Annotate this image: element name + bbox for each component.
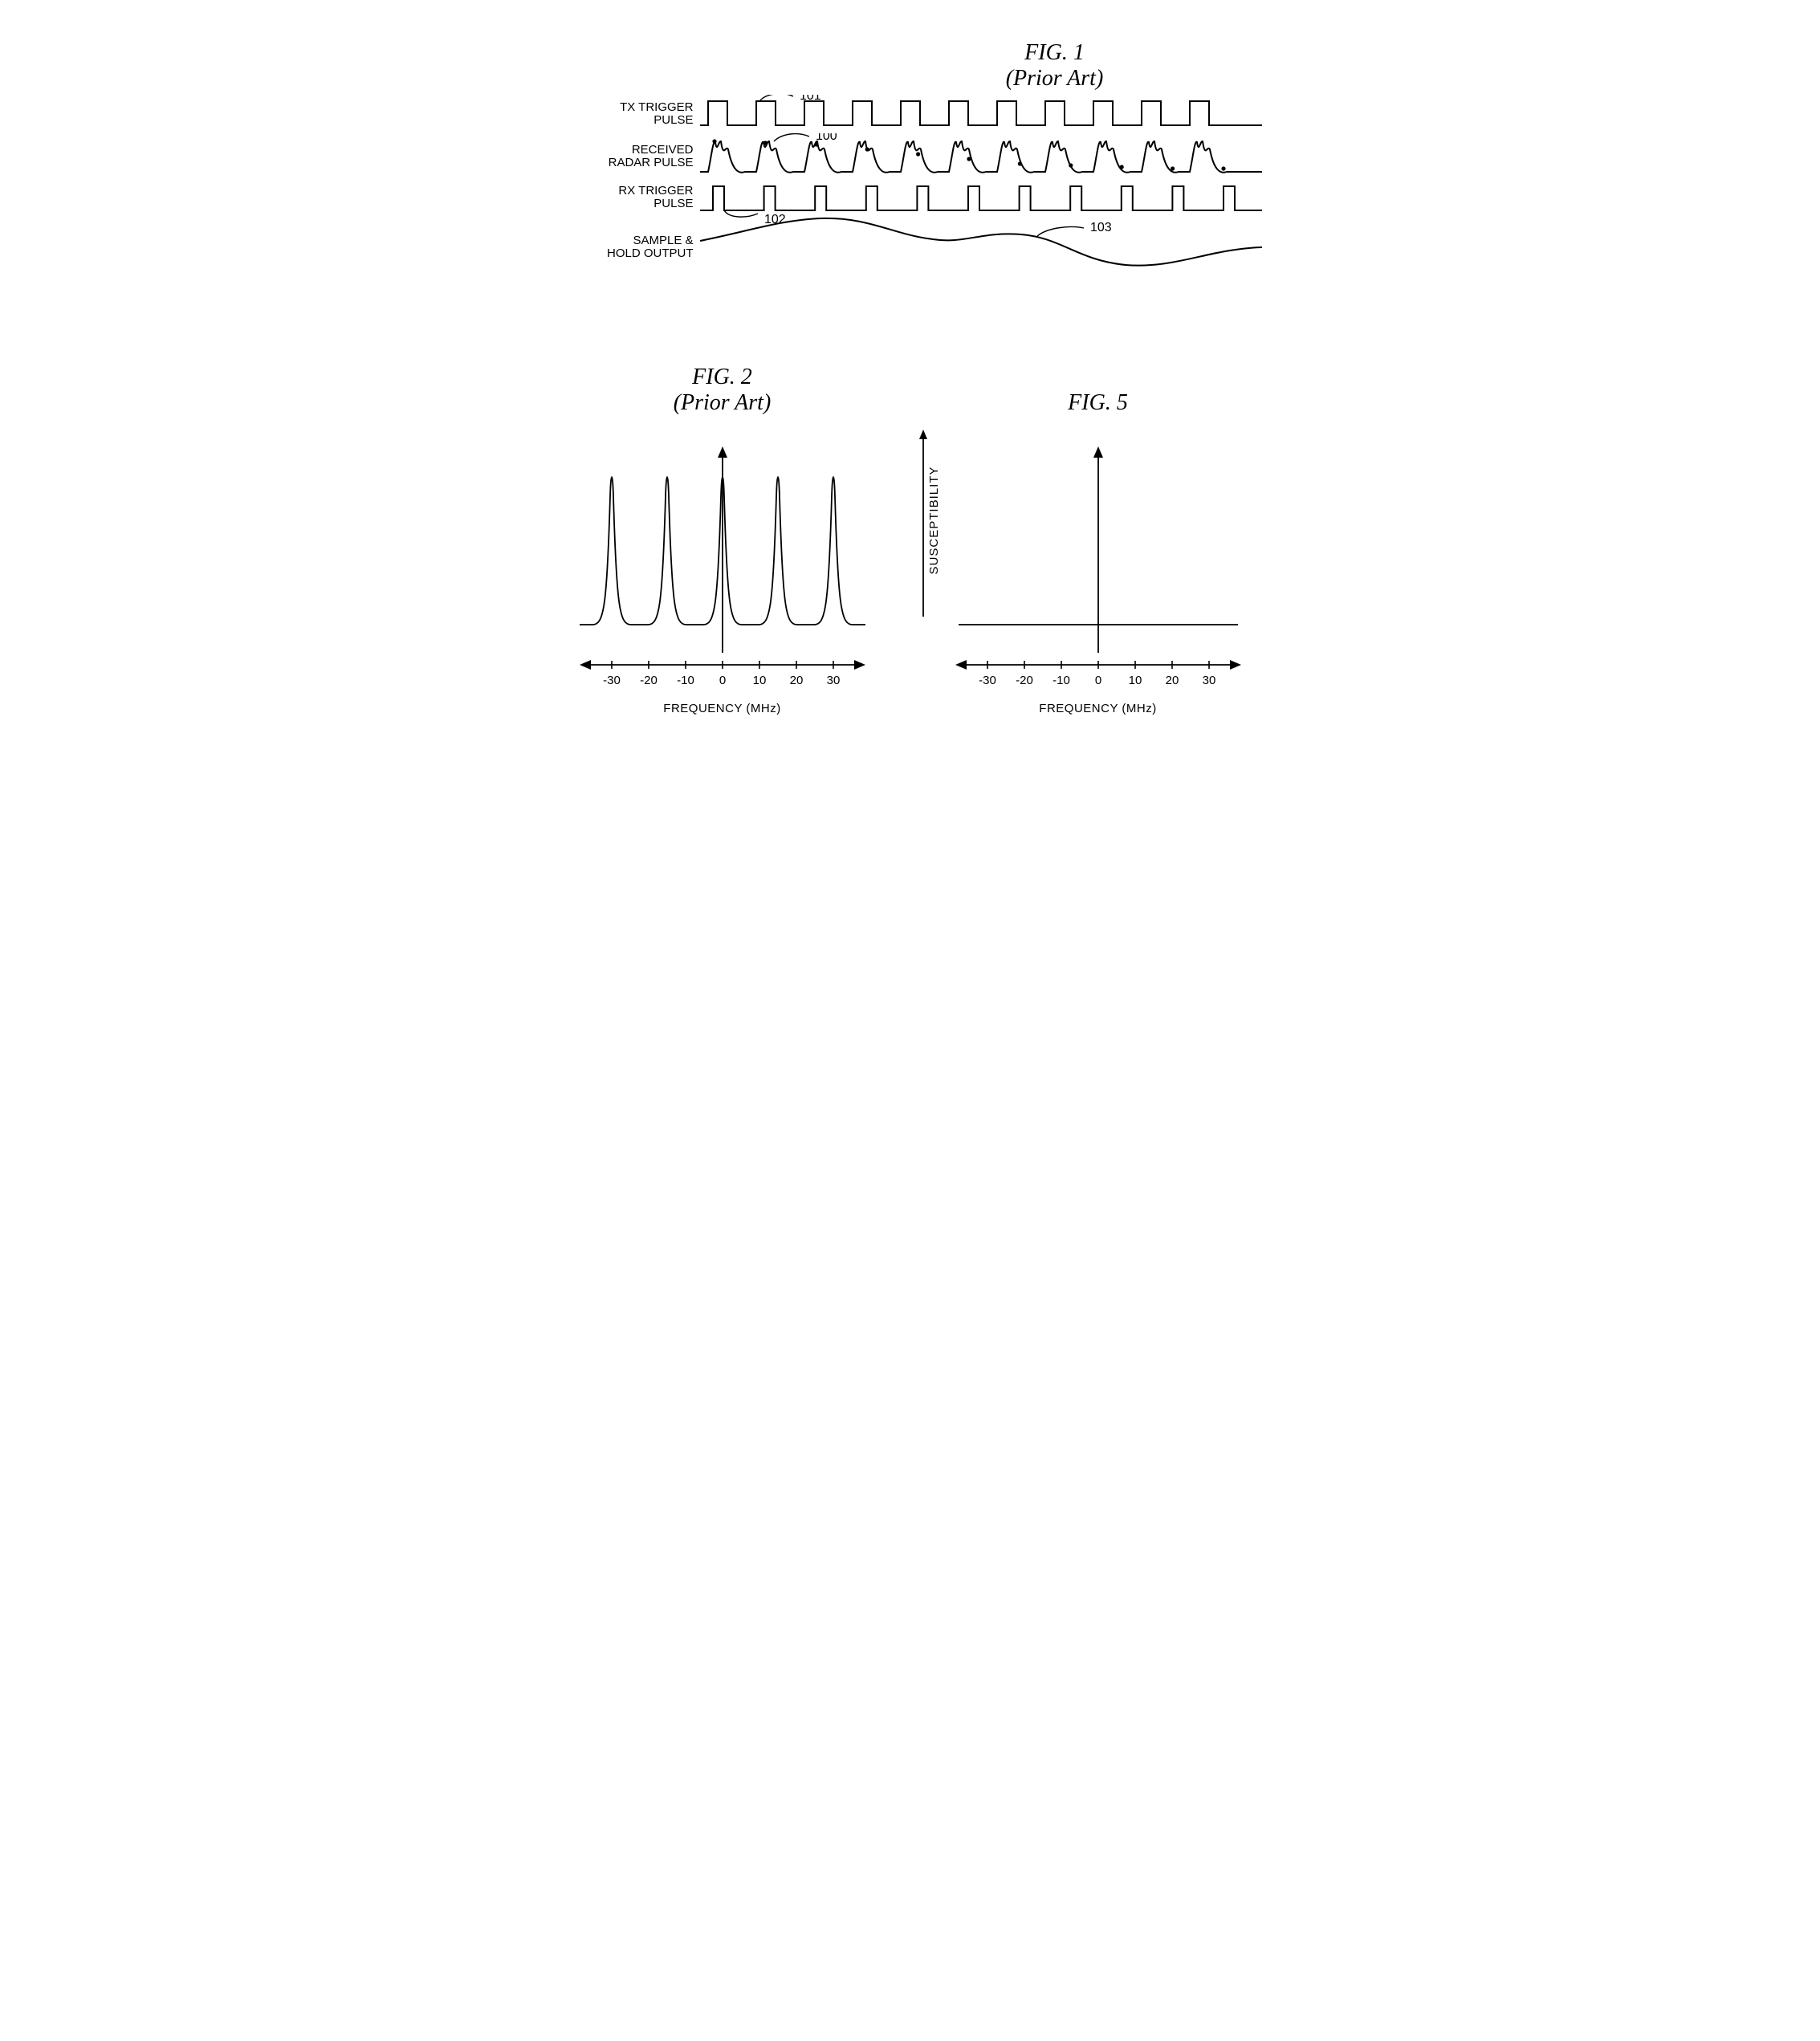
fig1-row-sample: SAMPLE & HOLD OUTPUT 103 (573, 215, 1312, 279)
fig5-chart: -30 -20 -10 0 10 20 30 (946, 424, 1251, 697)
svg-text:-20: -20 (640, 674, 658, 687)
svg-text:100: 100 (816, 133, 837, 143)
svg-text:101: 101 (800, 95, 821, 103)
bottom-row: FIG. 2 (Prior Art) -30 -20 -10 0 10 20 30 FREQ… (509, 352, 1312, 715)
svg-text:30: 30 (1202, 674, 1215, 687)
svg-text:103: 103 (1090, 221, 1112, 234)
svg-text:30: 30 (826, 674, 840, 687)
rx-trigger-waveform: 102 (700, 180, 1262, 215)
tx-trigger-waveform: 101 (700, 95, 1262, 133)
svg-text:-30: -30 (979, 674, 996, 687)
susceptibility-label: SUSCEPTIBILITY (927, 466, 941, 575)
svg-text:0: 0 (1094, 674, 1101, 687)
svg-text:-10: -10 (677, 674, 694, 687)
svg-text:20: 20 (1165, 674, 1179, 687)
figure-2-title-line1: FIG. 2 (674, 365, 772, 390)
figure-2: FIG. 2 (Prior Art) -30 -20 -10 0 10 20 30 FREQ… (570, 352, 875, 715)
svg-text:-10: -10 (1053, 674, 1070, 687)
fig1-row-received: RECEIVED RADAR PULSE 100 (573, 133, 1312, 180)
svg-text:10: 10 (1128, 674, 1142, 687)
figure-1-title: FIG. 1 (Prior Art) (798, 40, 1312, 92)
svg-text:-30: -30 (603, 674, 621, 687)
figure-5: FIG. 5 -30 -20 -10 0 10 20 30 FREQUENCY (MHz) (946, 352, 1251, 715)
page-root: FIG. 1 (Prior Art) TX TRIGGER PULSE 101 … (509, 40, 1312, 715)
svg-text:10: 10 (752, 674, 766, 687)
svg-text:0: 0 (719, 674, 725, 687)
figure-2-title-line2: (Prior Art) (674, 390, 772, 416)
fig2-xlabel: FREQUENCY (MHz) (663, 702, 780, 715)
sample-hold-waveform: 103 (700, 215, 1262, 279)
susceptibility-label-svg: SUSCEPTIBILITY (926, 424, 944, 617)
fig1-label-tx: TX TRIGGER PULSE (573, 101, 700, 128)
fig1-label-sample: SAMPLE & HOLD OUTPUT (573, 234, 700, 261)
received-pulse-waveform: 100 (700, 133, 1262, 180)
fig2-chart: -30 -20 -10 0 10 20 30 (570, 424, 875, 697)
svg-text:20: 20 (789, 674, 803, 687)
fig1-row-rx: RX TRIGGER PULSE 102 (573, 180, 1312, 215)
figure-1-title-line2: (Prior Art) (798, 66, 1312, 92)
figure-1-title-line1: FIG. 1 (798, 40, 1312, 66)
figure-1: FIG. 1 (Prior Art) TX TRIGGER PULSE 101 … (573, 40, 1312, 279)
fig1-label-rx: RX TRIGGER PULSE (573, 185, 700, 211)
fig5-xlabel: FREQUENCY (MHz) (1039, 702, 1156, 715)
fig1-label-received: RECEIVED RADAR PULSE (573, 144, 700, 170)
figure-5-title: FIG. 5 (1068, 390, 1128, 416)
svg-text:-20: -20 (1016, 674, 1033, 687)
fig1-row-tx: TX TRIGGER PULSE 101 (573, 95, 1312, 133)
